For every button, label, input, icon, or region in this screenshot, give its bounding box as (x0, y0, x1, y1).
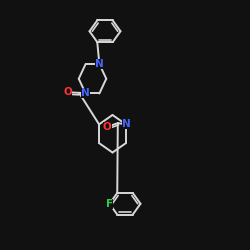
Text: N: N (81, 88, 90, 99)
Text: N: N (95, 59, 104, 69)
Text: O: O (63, 87, 72, 97)
Text: N: N (122, 120, 130, 130)
Text: O: O (103, 122, 112, 132)
Text: F: F (106, 199, 113, 209)
